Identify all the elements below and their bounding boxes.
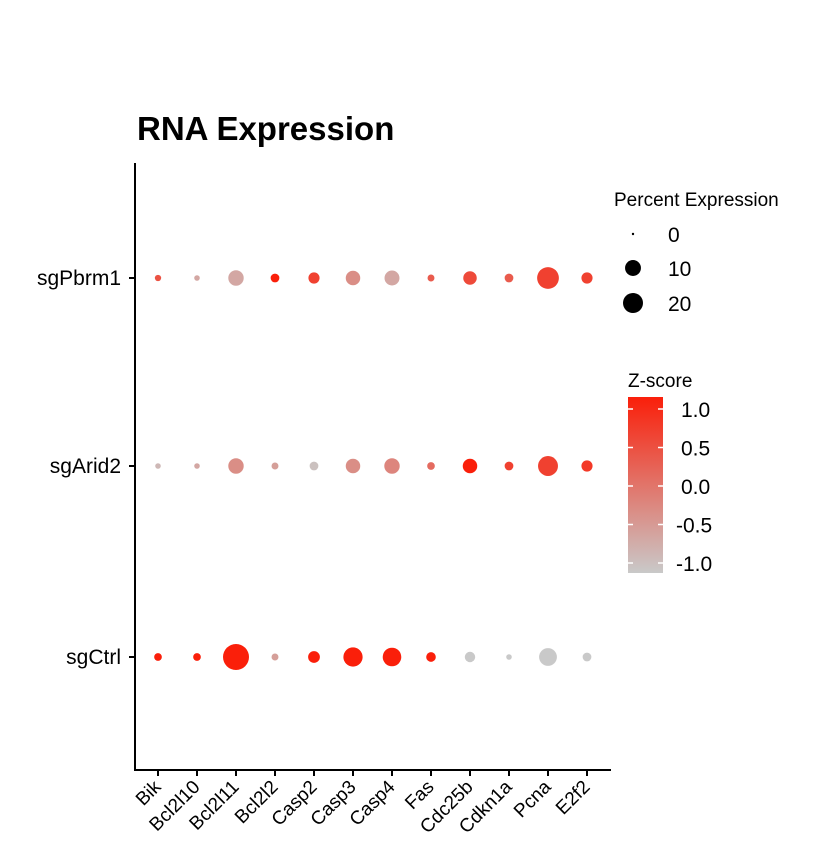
dot-sgCtrl-Pcna: [539, 648, 557, 666]
dot-sgArid2-E2f2: [581, 460, 593, 472]
y-tick-label: sgCtrl: [66, 646, 121, 669]
dot-sgPbrm1-Cdkn1a: [504, 273, 514, 283]
dot-sgPbrm1-Bcl2l2: [270, 273, 280, 283]
dot-sgArid2-Casp3: [345, 458, 361, 474]
size-legend-dot: [631, 232, 635, 236]
chart-title: RNA Expression: [137, 110, 395, 147]
dot-sgArid2-Pcna: [538, 456, 558, 476]
size-legend-label: 20: [668, 293, 691, 316]
color-legend: Z-score 1.0 0.5 0.0 -0.5 -1.0: [628, 371, 712, 576]
dot-sgPbrm1-Casp3: [345, 270, 361, 286]
dot-sgArid2-Cdc25b: [462, 458, 478, 474]
colorbar-label: -0.5: [676, 515, 712, 538]
x-tick-label: Casp4: [346, 776, 400, 830]
dot-sgCtrl-E2f2: [582, 652, 592, 662]
dot-sgPbrm1-Casp2: [308, 272, 320, 284]
dot-sgPbrm1-Fas: [427, 274, 435, 282]
color-legend-title: Z-score: [628, 371, 692, 392]
dot-sgArid2-Cdkn1a: [504, 461, 514, 471]
colorbar-label: -1.0: [676, 553, 712, 576]
size-legend-label: 10: [668, 258, 691, 281]
dot-sgArid2-Bcl2l2: [271, 462, 279, 470]
y-ticks: sgPbrm1 sgArid2 sgCtrl: [37, 267, 135, 669]
dot-sgPbrm1-E2f2: [581, 272, 593, 284]
dot-sgArid2-Casp2: [309, 461, 319, 471]
dot-sgArid2-Bcl2l11: [228, 458, 244, 474]
dot-sgCtrl-Fas: [426, 652, 436, 662]
dot-sgPbrm1-Cdc25b: [463, 271, 477, 285]
size-legend-dot: [625, 260, 641, 276]
dot-sgCtrl-Bcl2l2: [271, 653, 279, 661]
dots: [154, 267, 593, 670]
colorbar-label: 1.0: [681, 399, 710, 422]
dot-sgPbrm1-Bcl2l11: [228, 270, 244, 286]
dot-sgCtrl-Casp4: [382, 647, 402, 667]
dot-sgCtrl-Casp3: [343, 647, 363, 667]
size-legend-title: Percent Expression: [614, 190, 779, 211]
colorbar: [628, 397, 663, 573]
dot-sgPbrm1-Pcna: [537, 267, 559, 289]
y-tick-label: sgArid2: [50, 455, 121, 478]
colorbar-label: 0.5: [681, 438, 710, 461]
dot-sgPbrm1-Casp4: [384, 270, 400, 286]
dot-sgCtrl-Cdc25b: [464, 651, 476, 663]
colorbar-label: 0.0: [681, 476, 710, 499]
dot-sgArid2-Bcl2l10: [194, 463, 200, 469]
x-tick-label: Pcna: [510, 776, 556, 822]
dot-sgCtrl-Bcl2l11: [223, 644, 249, 670]
dot-sgCtrl-Cdkn1a: [506, 654, 512, 660]
x-tick-label: E2f2: [552, 777, 594, 819]
dot-sgArid2-Fas: [427, 462, 435, 470]
size-legend: Percent Expression 0 10 20: [614, 190, 779, 316]
dot-sgCtrl-Bik: [154, 653, 162, 661]
size-legend-dot: [623, 293, 643, 313]
dot-sgCtrl-Casp2: [308, 651, 320, 663]
dot-sgPbrm1-Bik: [154, 274, 162, 282]
y-tick-label: sgPbrm1: [37, 267, 121, 290]
size-legend-label: 0: [668, 224, 680, 247]
dot-sgCtrl-Bcl2l10: [193, 653, 201, 661]
dot-sgArid2-Bik: [155, 463, 161, 469]
dot-sgArid2-Casp4: [384, 458, 400, 474]
dot-sgPbrm1-Bcl2l10: [194, 275, 200, 281]
